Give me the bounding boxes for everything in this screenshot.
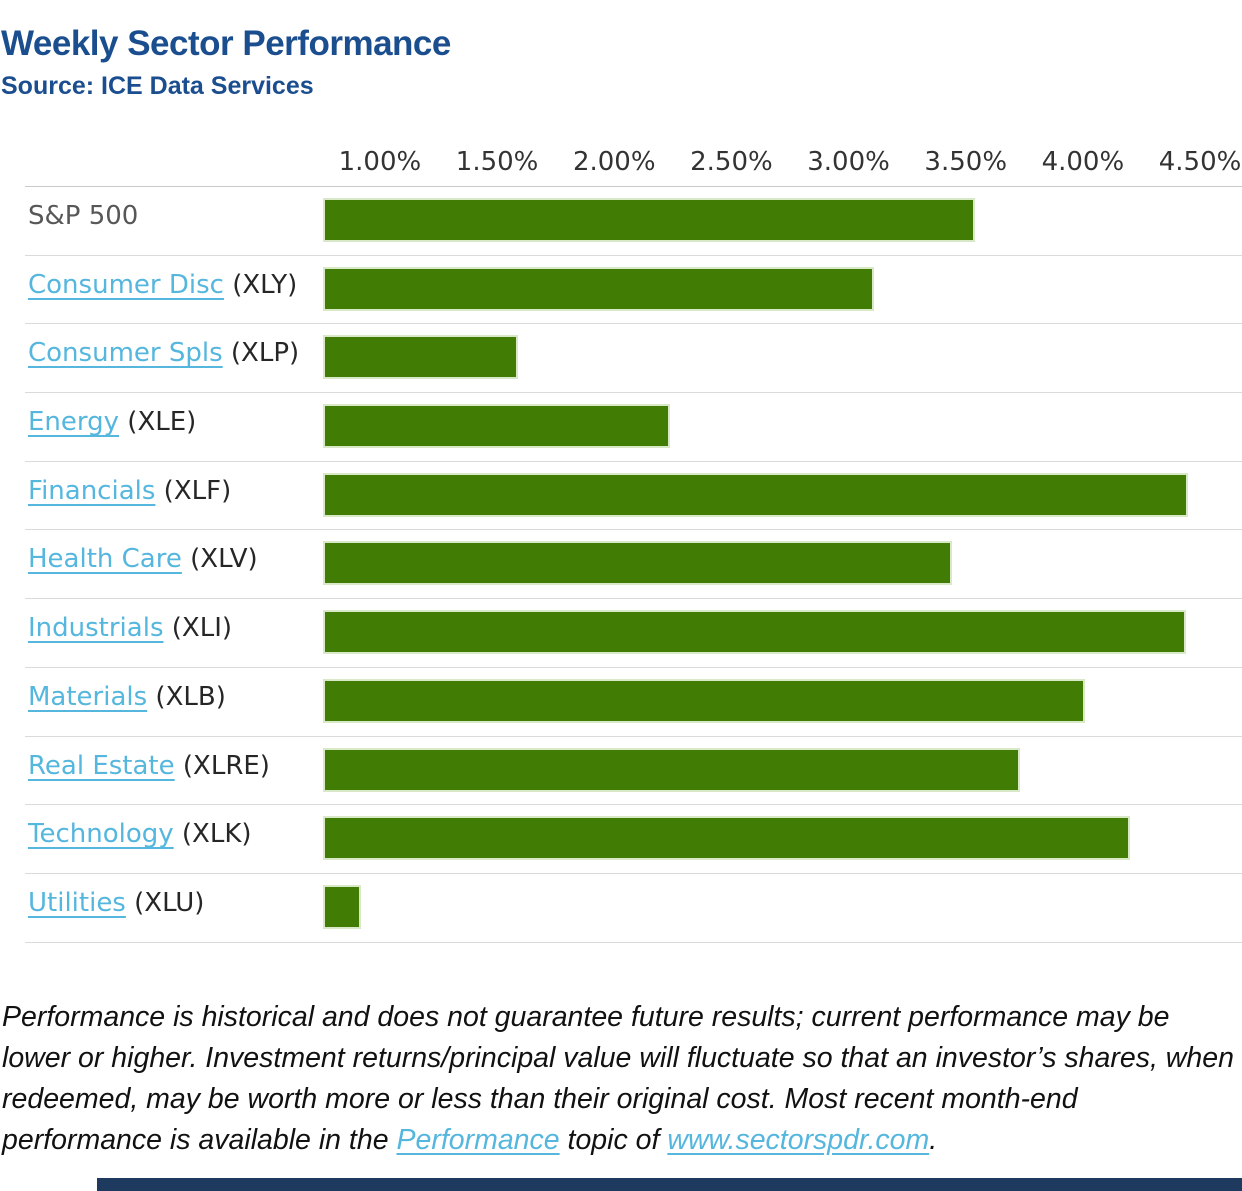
x-axis-tick-label: 4.00% (1041, 147, 1125, 177)
performance-bar (323, 816, 1130, 861)
sector-row: Real Estate (XLRE) (25, 737, 1242, 806)
source-label: Source: ICE Data Services (1, 72, 314, 100)
sectorspdr-link[interactable]: www.sectorspdr.com (667, 1124, 930, 1156)
sector-link[interactable]: Real Estate (28, 750, 175, 781)
x-axis-tick-label: 3.50% (924, 147, 1008, 177)
sector-link[interactable]: Utilities (28, 887, 126, 918)
sector-row: Industrials (XLI) (25, 599, 1242, 668)
sector-ticker-label: (XLI) (163, 613, 233, 644)
sector-label: Health Care (XLV) (28, 544, 258, 574)
sector-ticker-label: (XLF) (155, 475, 232, 506)
sector-link[interactable]: Energy (28, 407, 120, 438)
x-axis-tick-label: 1.00% (338, 147, 422, 177)
disclaimer-segment: Performance is historical and does not g… (2, 1001, 1234, 1156)
performance-bar (323, 404, 671, 449)
performance-bar (323, 678, 1086, 723)
disclaimer-segment: topic of (559, 1124, 668, 1156)
sector-ticker-label: (XLP) (222, 338, 300, 369)
sector-label: S&P 500 (28, 201, 138, 231)
performance-topic-link[interactable]: Performance (396, 1124, 560, 1156)
performance-bar (323, 335, 519, 380)
sector-label: Energy (XLE) (28, 407, 196, 437)
sector-link[interactable]: Health Care (28, 544, 182, 575)
sector-ticker-label: (XLRE) (174, 750, 270, 781)
sector-label: Real Estate (XLRE) (28, 751, 270, 781)
sector-row: Energy (XLE) (25, 393, 1242, 462)
sector-ticker-label: (XLY) (223, 269, 298, 300)
sector-ticker-label: (XLU) (125, 887, 205, 918)
sector-performance-chart: 1.00% 1.50% 2.00% 2.50% 3.00% 3.50% 4.00% 4.50%… (0, 140, 1242, 943)
x-axis-tick-label: 4.50% (1158, 147, 1242, 177)
sector-link[interactable]: Materials (28, 681, 148, 712)
sector-row: Health Care (XLV) (25, 530, 1242, 600)
sector-link[interactable]: Technology (28, 819, 174, 850)
sector-label: Financials (XLF) (28, 476, 231, 506)
sector-row: Technology (XLK) (25, 805, 1242, 874)
sector-ticker-label: (XLE) (119, 407, 197, 438)
chart-rows: S&P 500 Consumer Disc (XLY) Consumer Spls … (25, 186, 1242, 943)
x-axis-tick-label: 2.50% (690, 147, 773, 177)
sector-label: Industrials (XLI) (28, 613, 232, 643)
sector-ticker-label: (XLB) (147, 681, 226, 712)
sector-label: Materials (XLB) (28, 682, 226, 712)
disclaimer-segment: . (929, 1124, 938, 1156)
sector-link[interactable]: Consumer Disc (28, 269, 224, 300)
sector-label: Technology (XLK) (28, 819, 252, 849)
sector-ticker-label: (XLV) (181, 544, 258, 575)
sector-label: Utilities (XLU) (28, 888, 204, 918)
performance-bar (323, 198, 976, 242)
sector-row: Financials (XLF) (25, 462, 1242, 531)
page-title: Weekly Sector Performance (1, 24, 451, 63)
performance-bar (323, 884, 362, 929)
sector-ticker-label: (XLK) (173, 819, 252, 850)
sector-name: S&P 500 (28, 201, 139, 231)
sector-row: Utilities (XLU) (25, 874, 1242, 943)
performance-bar (323, 747, 1020, 792)
sector-label: Consumer Disc (XLY) (28, 270, 297, 300)
sector-link[interactable]: Financials (28, 475, 156, 506)
bottom-accent-bar (97, 1178, 1242, 1191)
x-axis-tick-label: 1.50% (455, 147, 539, 177)
sector-row: Consumer Disc (XLY) (25, 256, 1242, 325)
performance-bar (323, 610, 1186, 655)
x-axis-tick-label: 2.00% (572, 147, 656, 177)
x-axis-tick-label: 3.00% (807, 147, 890, 177)
performance-bar (323, 266, 875, 311)
sector-row: Consumer Spls (XLP) (25, 324, 1242, 394)
sector-label: Consumer Spls (XLP) (28, 338, 299, 368)
sector-link[interactable]: Industrials (28, 613, 164, 644)
sector-row: S&P 500 (25, 187, 1242, 256)
sector-link[interactable]: Consumer Spls (28, 338, 223, 369)
performance-bar (323, 541, 952, 586)
sector-row: Materials (XLB) (25, 668, 1242, 737)
disclaimer-text: Performance is historical and does not g… (2, 997, 1240, 1161)
performance-bar (323, 472, 1189, 517)
